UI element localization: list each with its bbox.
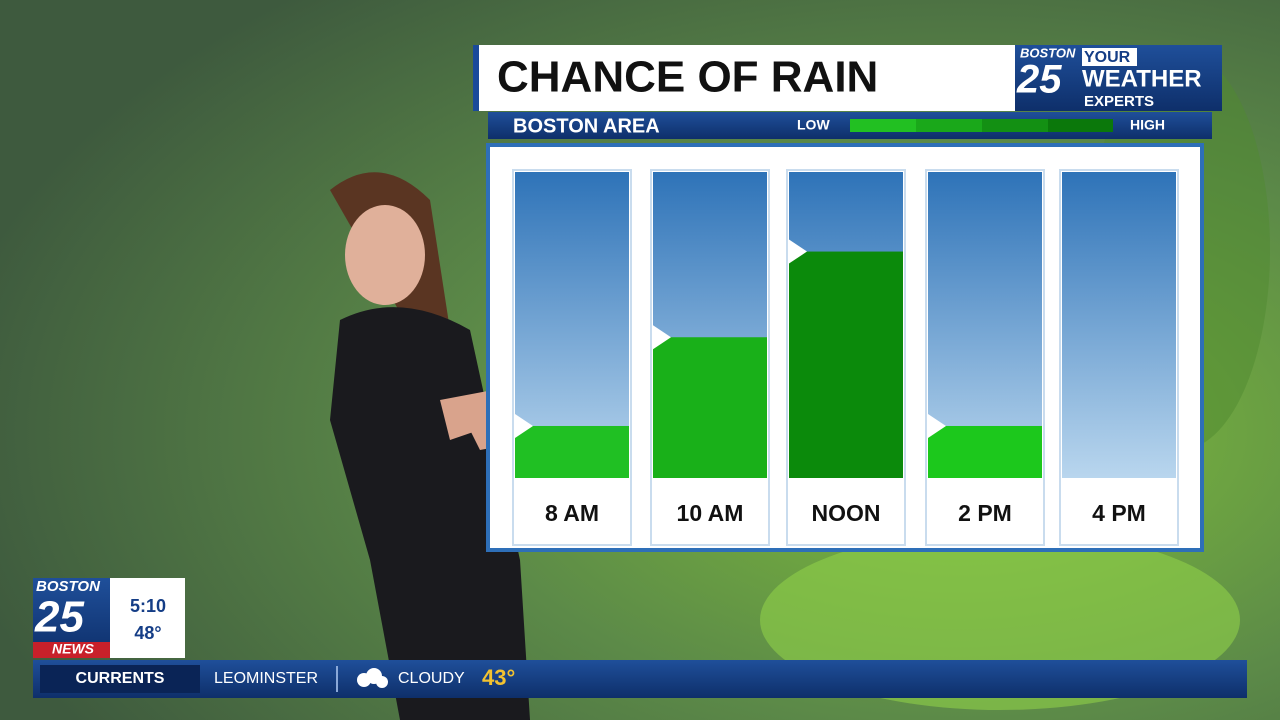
logo-line: YOUR <box>1084 49 1131 66</box>
title: CHANCE OF RAIN <box>497 53 878 102</box>
bug-time: 5:10 <box>130 596 166 616</box>
legend-high: HIGH <box>1130 117 1165 133</box>
logo-line: EXPERTS <box>1084 93 1154 110</box>
bar <box>653 337 767 478</box>
ticker-location: LEOMINSTER <box>214 670 318 687</box>
category-label: 8 AM <box>545 500 599 526</box>
logo-line: WEATHER <box>1082 65 1202 92</box>
ticker: CURRENTS LEOMINSTER CLOUDY 43° <box>33 660 1247 698</box>
ticker-condition: CLOUDY <box>398 670 465 687</box>
bug: BOSTON 25 NEWS 5:10 48° <box>33 578 185 658</box>
bug-brand: NEWS <box>52 641 95 657</box>
logo-city: BOSTON <box>1020 45 1076 60</box>
column-sky <box>1062 172 1176 478</box>
bug-number: 25 <box>34 593 84 642</box>
category-label: NOON <box>812 500 881 526</box>
bug-temperature: 48° <box>134 623 161 643</box>
columns: 8 AM 10 AM NOON 2 PM 4 PM <box>512 169 1179 546</box>
ticker-temperature: 43° <box>482 665 515 690</box>
ticker-label: CURRENTS <box>76 670 165 687</box>
logo-number: 25 <box>1016 58 1062 102</box>
logo: BOSTON 25 YOUR WEATHER EXPERTS <box>1015 45 1222 111</box>
bar-marker <box>653 325 671 350</box>
subtitle: BOSTON AREA <box>513 115 660 137</box>
bar-marker <box>928 413 946 438</box>
bar <box>515 425 629 478</box>
category-label: 2 PM <box>958 500 1012 526</box>
bar-marker <box>515 413 533 438</box>
legend-scale <box>850 119 1113 132</box>
legend-low: LOW <box>797 117 830 133</box>
title-accent <box>473 45 479 111</box>
bar <box>928 425 1042 478</box>
bar-marker <box>789 239 807 264</box>
category-label: 4 PM <box>1092 500 1146 526</box>
bug-city: BOSTON <box>36 578 101 595</box>
bar <box>789 251 903 478</box>
category-label: 10 AM <box>677 500 744 526</box>
title-box <box>473 45 1015 111</box>
